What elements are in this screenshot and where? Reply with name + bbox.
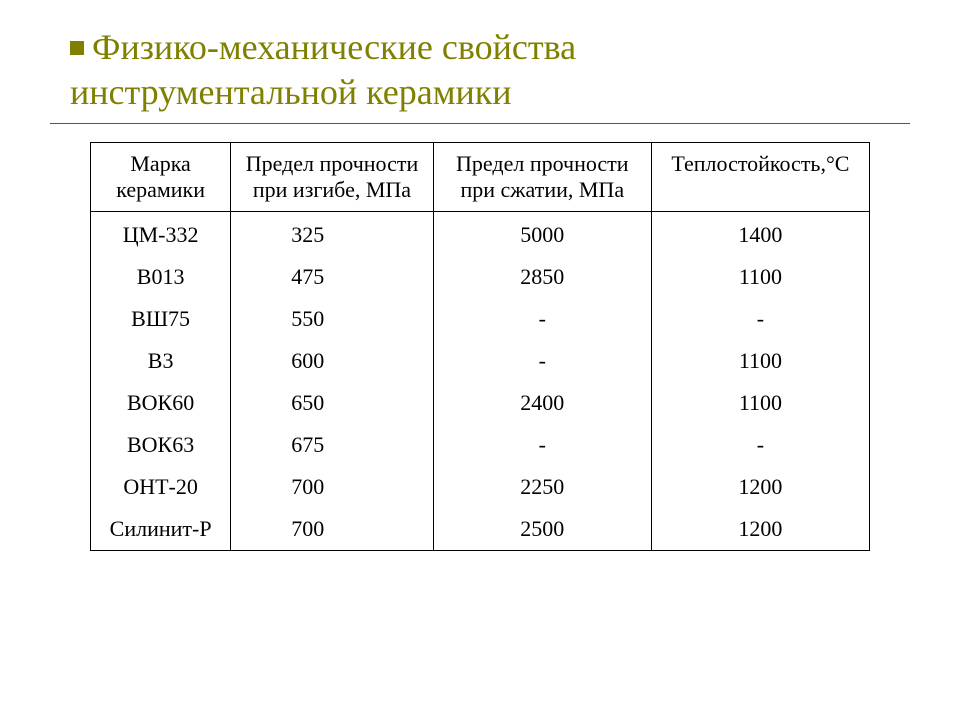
table-cell: Силинит-Р: [91, 508, 231, 551]
table-cell: 1100: [651, 382, 869, 424]
table-row: ВШ75 550 - -: [91, 298, 870, 340]
table-container: Марка керамики Предел прочности при изги…: [50, 142, 910, 551]
table-cell: ЦМ-332: [91, 212, 231, 257]
table-cell: 700: [231, 508, 434, 551]
table-cell: В013: [91, 256, 231, 298]
table-cell: 1100: [651, 256, 869, 298]
table-row: Силинит-Р 700 2500 1200: [91, 508, 870, 551]
table-cell: 550: [231, 298, 434, 340]
table-cell: 650: [231, 382, 434, 424]
table-row: ВОК63 675 - -: [91, 424, 870, 466]
table-header-row: Марка керамики Предел прочности при изги…: [91, 143, 870, 212]
column-header: Предел прочности при сжатии, МПа: [433, 143, 651, 212]
table-row: В3 600 - 1100: [91, 340, 870, 382]
table-row: ЦМ-332 325 5000 1400: [91, 212, 870, 257]
table-row: ОНТ-20 700 2250 1200: [91, 466, 870, 508]
table-cell: 1100: [651, 340, 869, 382]
column-header: Предел прочности при изгибе, МПа: [231, 143, 434, 212]
ceramics-properties-table: Марка керамики Предел прочности при изги…: [90, 142, 870, 551]
table-row: В013 475 2850 1100: [91, 256, 870, 298]
table-row: ВОК60 650 2400 1100: [91, 382, 870, 424]
table-cell: 5000: [433, 212, 651, 257]
table-cell: 1200: [651, 466, 869, 508]
table-cell: ОНТ-20: [91, 466, 231, 508]
slide-title: Физико-механические свойства инструмента…: [50, 25, 910, 115]
title-block: Физико-механические свойства инструмента…: [50, 25, 910, 115]
column-header: Марка керамики: [91, 143, 231, 212]
table-cell: -: [433, 340, 651, 382]
table-cell: 2250: [433, 466, 651, 508]
title-divider: [50, 123, 910, 124]
table-cell: -: [651, 298, 869, 340]
table-cell: ВОК60: [91, 382, 231, 424]
title-line-2: инструментальной керамики: [70, 72, 512, 112]
table-cell: 700: [231, 466, 434, 508]
table-cell: 2400: [433, 382, 651, 424]
accent-square-icon: [70, 41, 84, 55]
table-cell: -: [433, 424, 651, 466]
table-cell: 2850: [433, 256, 651, 298]
table-cell: -: [651, 424, 869, 466]
table-cell: ВШ75: [91, 298, 231, 340]
table-cell: 675: [231, 424, 434, 466]
table-cell: 325: [231, 212, 434, 257]
table-cell: ВОК63: [91, 424, 231, 466]
table-cell: 600: [231, 340, 434, 382]
table-cell: В3: [91, 340, 231, 382]
table-cell: 475: [231, 256, 434, 298]
title-line-1: Физико-механические свойства: [92, 27, 576, 67]
column-header: Теплостойкость,°С: [651, 143, 869, 212]
table-cell: 1200: [651, 508, 869, 551]
table-cell: 2500: [433, 508, 651, 551]
table-cell: 1400: [651, 212, 869, 257]
table-cell: -: [433, 298, 651, 340]
